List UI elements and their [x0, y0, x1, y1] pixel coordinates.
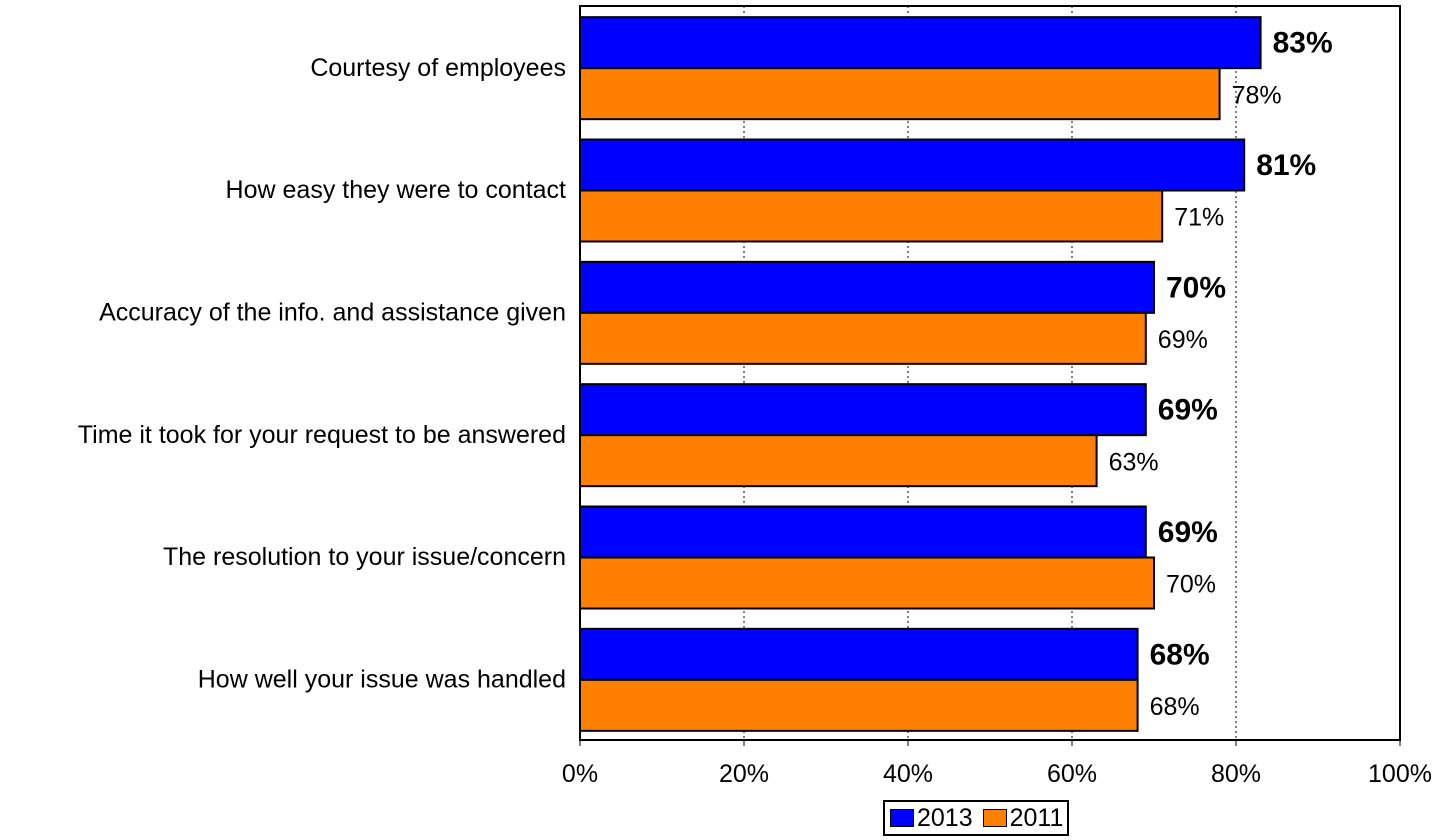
category-label-2: Accuracy of the info. and assistance giv…	[99, 298, 566, 326]
x-tick-label-0: 0%	[562, 760, 598, 788]
legend-label-2011: 2011	[1009, 803, 1064, 832]
bars	[579, 16, 1262, 732]
category-label-3: Time it took for your request to be answ…	[78, 421, 566, 449]
x-tick-label-40: 40%	[883, 760, 933, 788]
bar-2013-0	[579, 16, 1262, 70]
x-tick-label-20: 20%	[719, 760, 769, 788]
value-label-2013-4: 69%	[1158, 516, 1218, 549]
bar-2011-1	[579, 189, 1164, 243]
value-label-2011-5: 68%	[1150, 693, 1200, 721]
value-label-2011-4: 70%	[1166, 571, 1216, 599]
x-tick-label-80: 80%	[1211, 760, 1261, 788]
value-label-2011-3: 63%	[1109, 448, 1159, 476]
x-tick-label-60: 60%	[1047, 760, 1097, 788]
legend-label-2013: 2013	[917, 803, 973, 832]
bar-2011-5	[579, 678, 1139, 732]
category-label-4: The resolution to your issue/concern	[163, 543, 566, 571]
legend-swatch-2011	[982, 809, 1007, 827]
value-label-2011-1: 71%	[1174, 204, 1224, 232]
bar-2013-1	[579, 138, 1246, 192]
value-label-2013-2: 70%	[1166, 271, 1226, 304]
bar-2013-4	[579, 505, 1147, 559]
category-label-1: How easy they were to contact	[226, 176, 566, 204]
value-label-2013-0: 83%	[1273, 27, 1333, 60]
bar-2011-3	[579, 434, 1098, 488]
bar-2013-2	[579, 260, 1155, 314]
legend-item-2013: 2013	[890, 804, 973, 833]
value-label-2011-2: 69%	[1158, 326, 1208, 354]
bar-2011-2	[579, 311, 1147, 365]
legend-item-2011: 2011	[982, 803, 1064, 833]
bar-2013-3	[579, 383, 1147, 437]
category-label-0: Courtesy of employees	[310, 54, 566, 82]
value-label-2013-3: 69%	[1158, 394, 1218, 427]
value-labels: 83% 78% 81% 71% 70% 69% 69% 63% 69% 70% 68% 68%	[1109, 27, 1333, 721]
category-label-5: How well your issue was handled	[198, 665, 566, 693]
x-tick-label-100: 100%	[1368, 760, 1432, 788]
plot-frame	[579, 5, 1401, 741]
value-label-2013-1: 81%	[1256, 149, 1316, 182]
legend-swatch-2013	[890, 809, 914, 827]
bar-2013-5	[579, 627, 1139, 681]
category-labels: Courtesy of employees How easy they were …	[78, 54, 566, 694]
value-label-2013-5: 68%	[1150, 638, 1210, 671]
bar-2011-4	[579, 556, 1155, 610]
gridlines	[743, 6, 1237, 740]
x-tick-labels: 0% 20% 40% 60% 80% 100%	[562, 740, 1432, 788]
value-label-2011-0: 78%	[1232, 81, 1282, 109]
legend: 2013 2011	[883, 800, 1070, 836]
bar-2011-0	[579, 67, 1221, 121]
